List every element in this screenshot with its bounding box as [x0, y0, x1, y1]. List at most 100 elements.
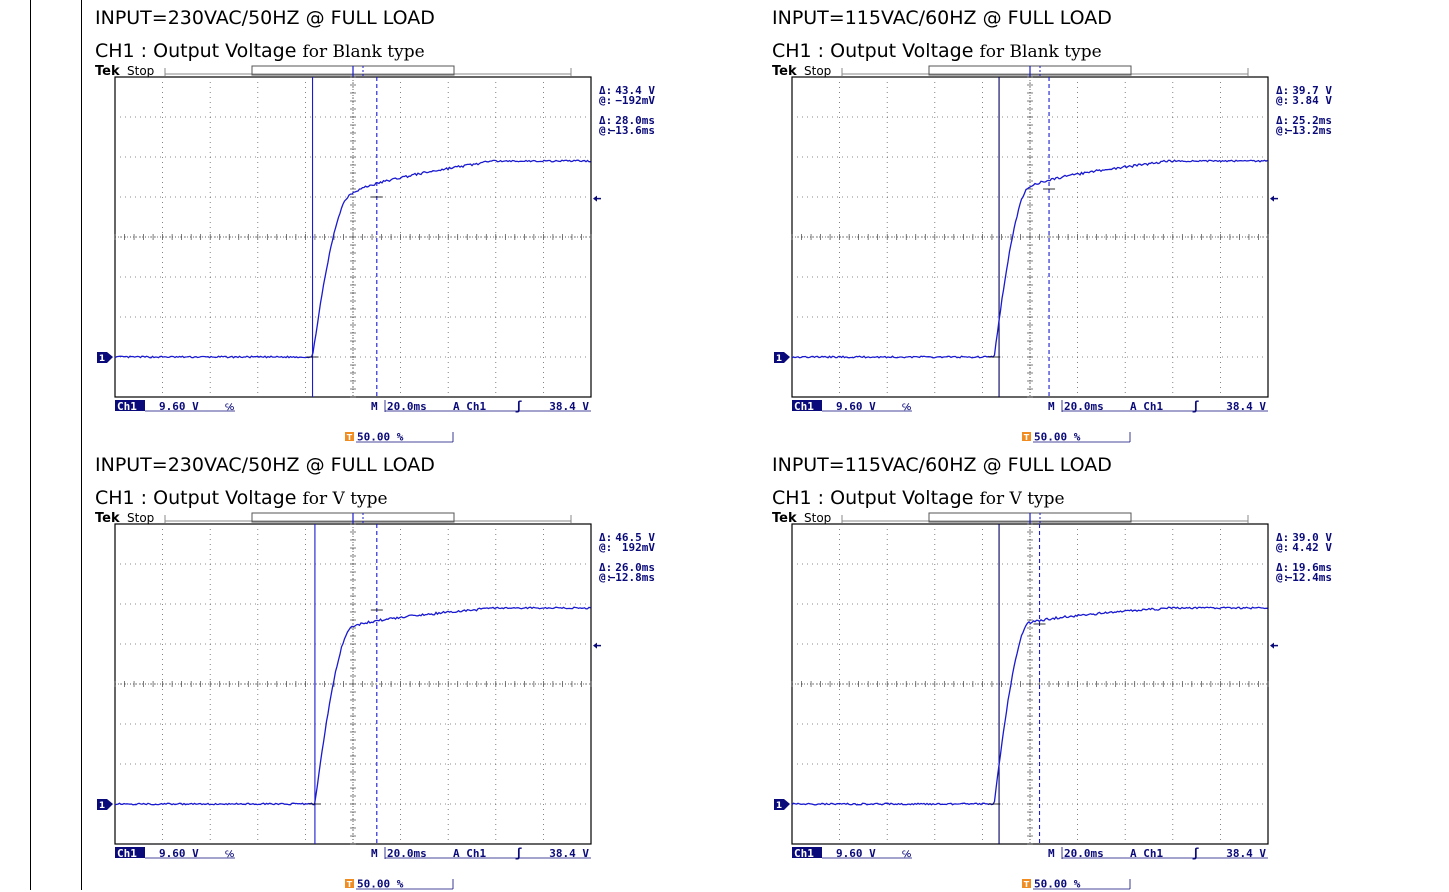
meas-at-t: −12.4ms	[1286, 571, 1332, 584]
ch1-ground-marker: 1	[97, 352, 113, 364]
meas-at-v-symbol: @:	[599, 541, 612, 554]
trigger-position-readout: T 50.00 %	[1022, 878, 1131, 891]
meas-delta-t: 19.6ms	[1292, 561, 1332, 574]
trigger-slope-icon: ʃ	[515, 846, 522, 860]
trigger-pos-marker: T	[347, 433, 353, 442]
ch1-scale: 9.60 V	[159, 847, 199, 860]
meas-delta-v: 46.5 V	[615, 531, 655, 544]
trigger-source: A Ch1	[453, 847, 486, 860]
bandwidth-limit-icon: ℅	[902, 403, 911, 413]
table-border-divider	[81, 0, 82, 890]
meas-delta-t-symbol: Δ:	[1276, 561, 1289, 574]
subtitle-suffix: for V type	[302, 489, 388, 509]
trigger-source: A Ch1	[453, 400, 486, 413]
trigger-source: A Ch1	[1130, 400, 1163, 413]
trigger-slope-icon: ʃ	[515, 399, 522, 413]
trigger-slope-icon: ʃ	[1192, 846, 1199, 860]
trigger-level-arrow	[1270, 642, 1274, 649]
graticule-grid	[791, 523, 1269, 845]
ch1-marker-label: 1	[99, 354, 105, 364]
tek-brand: Tek	[772, 64, 797, 79]
subtitle-suffix: for Blank type	[979, 42, 1102, 62]
panel-heading: INPUT=115VAC/60HZ @ FULL LOAD	[772, 7, 1112, 29]
meas-delta-v: 43.4 V	[615, 84, 655, 97]
graticule-grid	[791, 76, 1269, 398]
timebase: 20.0ms	[387, 400, 427, 413]
bandwidth-limit-icon: ℅	[225, 850, 234, 860]
timebase: 20.0ms	[1064, 847, 1104, 860]
ch1-marker-label: 1	[776, 801, 782, 811]
timebase-mode: M	[1048, 400, 1055, 413]
trigger-position-readout: T 50.00 %	[1022, 431, 1131, 444]
ch1-scale: 9.60 V	[836, 847, 876, 860]
tek-brand: Tek	[772, 511, 797, 526]
meas-at-t: −13.2ms	[1286, 124, 1332, 137]
ch1-trace	[791, 606, 1268, 806]
meas-delta-v-symbol: Δ:	[1276, 84, 1289, 97]
trigger-position: 50.00 %	[357, 878, 404, 891]
meas-at-t-symbol: @:	[1276, 571, 1289, 584]
trigger-level-arrow	[593, 642, 597, 649]
meas-delta-v: 39.7 V	[1292, 84, 1332, 97]
subtitle-main: CH1 : Output Voltage	[95, 487, 303, 509]
trigger-level: 38.4 V	[549, 847, 589, 860]
trigger-position: 50.00 %	[1034, 878, 1081, 891]
bandwidth-limit-icon: ℅	[902, 850, 911, 860]
timebase: 20.0ms	[387, 847, 427, 860]
tek-brand: Tek	[95, 64, 120, 79]
scope-panel-3: INPUT=230VAC/50HZ @ FULL LOAD CH1 : Outpu…	[95, 447, 695, 892]
meas-at-t-symbol: @:	[599, 571, 612, 584]
trigger-pos-marker: T	[1024, 433, 1030, 442]
meas-delta-t: 28.0ms	[615, 114, 655, 127]
panel-subtitle: CH1 : Output Voltage for Blank type	[95, 40, 425, 63]
ch1-ground-marker: 1	[774, 799, 790, 811]
oscilloscope-screen: TekStopT1Δ:46.5 V@:192mVΔ:26.0ms@:−12.8m…	[95, 511, 655, 891]
acq-state: Stop	[804, 511, 831, 525]
meas-delta-t-symbol: Δ:	[1276, 114, 1289, 127]
meas-delta-v-symbol: Δ:	[599, 531, 612, 544]
timebase-mode: M	[371, 847, 378, 860]
trigger-position: 50.00 %	[1034, 431, 1081, 444]
meas-at-v: 3.84 V	[1292, 94, 1332, 107]
graticule-grid	[114, 76, 592, 398]
oscilloscope-screen: TekStopT1Δ:39.0 V@:4.42 VΔ:19.6ms@:−12.4…	[772, 511, 1332, 891]
graticule-grid	[114, 523, 592, 845]
meas-at-t: −13.6ms	[609, 124, 655, 137]
meas-delta-t: 26.0ms	[615, 561, 655, 574]
scope-panel-1: INPUT=230VAC/50HZ @ FULL LOAD CH1 : Outpu…	[95, 0, 695, 445]
meas-delta-v-symbol: Δ:	[1276, 531, 1289, 544]
meas-at-t-symbol: @:	[1276, 124, 1289, 137]
meas-delta-t-symbol: Δ:	[599, 561, 612, 574]
meas-delta-t: 25.2ms	[1292, 114, 1332, 127]
table-border-left	[30, 0, 31, 890]
meas-delta-v-symbol: Δ:	[599, 84, 612, 97]
meas-at-t-symbol: @:	[599, 124, 612, 137]
trigger-pos-marker: T	[347, 880, 353, 889]
bandwidth-limit-icon: ℅	[225, 403, 234, 413]
ch1-ground-marker: 1	[774, 352, 790, 364]
timebase: 20.0ms	[1064, 400, 1104, 413]
panel-heading: INPUT=230VAC/50HZ @ FULL LOAD	[95, 454, 435, 476]
panel-subtitle: CH1 : Output Voltage for V type	[95, 487, 388, 510]
acq-state: Stop	[127, 64, 154, 78]
timebase-mode: M	[1048, 847, 1055, 860]
meas-at-v-symbol: @:	[1276, 94, 1289, 107]
ch1-readout-label: Ch1	[794, 847, 814, 860]
meas-delta-t-symbol: Δ:	[599, 114, 612, 127]
meas-at-t: −12.8ms	[609, 571, 655, 584]
acq-state: Stop	[804, 64, 831, 78]
panel-heading: INPUT=115VAC/60HZ @ FULL LOAD	[772, 454, 1112, 476]
ch1-scale: 9.60 V	[836, 400, 876, 413]
trigger-level: 38.4 V	[1226, 847, 1266, 860]
subtitle-suffix: for Blank type	[302, 42, 425, 62]
panel-subtitle: CH1 : Output Voltage for Blank type	[772, 40, 1102, 63]
subtitle-main: CH1 : Output Voltage	[772, 487, 980, 509]
scope-panel-4: INPUT=115VAC/60HZ @ FULL LOAD CH1 : Outpu…	[772, 447, 1372, 892]
trigger-pos-marker: T	[1024, 880, 1030, 889]
meas-delta-v: 39.0 V	[1292, 531, 1332, 544]
subtitle-main: CH1 : Output Voltage	[772, 40, 980, 62]
trigger-slope-icon: ʃ	[1192, 399, 1199, 413]
ch1-trace	[114, 606, 591, 806]
acq-state: Stop	[127, 511, 154, 525]
trigger-level: 38.4 V	[549, 400, 589, 413]
